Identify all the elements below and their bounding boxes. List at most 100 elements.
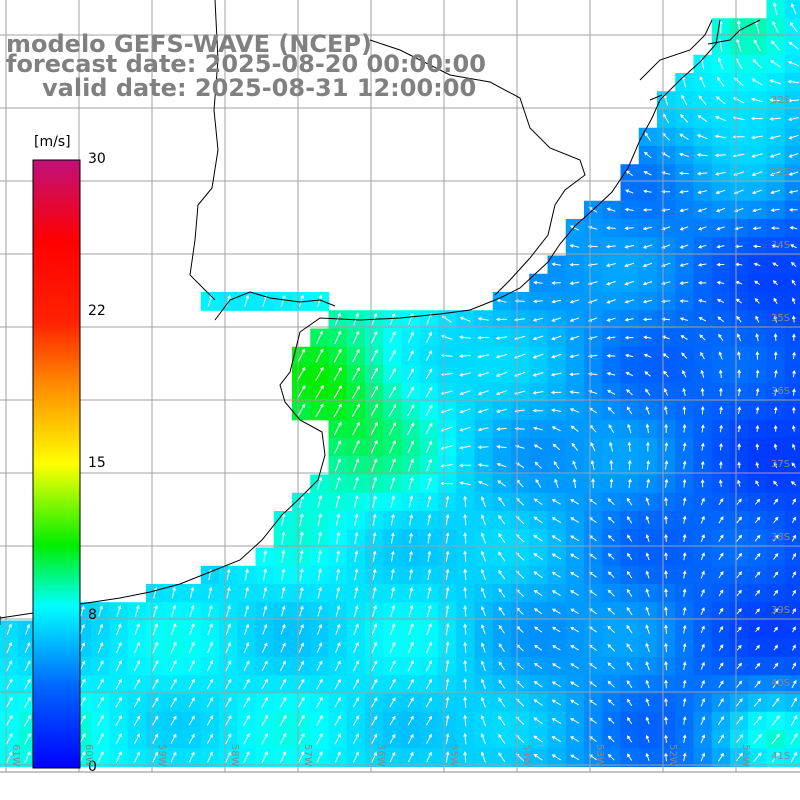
wind-arrow	[682, 460, 687, 470]
wind-arrow	[700, 607, 705, 615]
wind-arrow	[788, 190, 799, 194]
wind-arrow	[170, 678, 177, 690]
wind-arrow	[736, 19, 741, 34]
wind-arrow	[425, 440, 433, 454]
wind-cell	[784, 36, 800, 56]
wind-arrow	[335, 513, 341, 527]
wind-arrow	[388, 385, 396, 399]
wind-arrow	[316, 330, 323, 345]
wind-arrow	[408, 604, 414, 618]
wind-arrow	[679, 317, 689, 321]
brazil-uruguay-border	[369, 39, 586, 296]
wind-arrow	[279, 696, 287, 708]
wind-arrow	[664, 570, 668, 579]
wind-arrow	[752, 58, 762, 69]
wind-arrow	[315, 384, 324, 400]
wind-arrow	[335, 623, 341, 635]
lat-label-40s: 40S	[771, 678, 791, 689]
wind-arrow	[244, 568, 249, 581]
wind-arrow	[680, 335, 688, 341]
wind-arrow	[189, 623, 195, 636]
coastline-la-plata-north	[0, 291, 336, 625]
wind-arrow	[426, 641, 432, 654]
wind-arrow	[792, 333, 796, 341]
wind-arrow	[297, 732, 305, 745]
wind-arrow	[697, 280, 707, 285]
wind-arrow	[755, 387, 760, 396]
wind-arrow	[353, 605, 359, 617]
wind-arrow	[298, 642, 304, 653]
wind-arrow	[334, 733, 341, 745]
wind-arrow	[298, 751, 305, 763]
wind-arrow	[718, 589, 724, 597]
wind-arrow	[773, 626, 778, 633]
wind-arrow	[607, 753, 615, 761]
wind-arrow	[535, 478, 542, 488]
wind-arrow	[296, 384, 306, 400]
wind-arrow	[352, 439, 360, 454]
wind-cell	[784, 638, 800, 658]
wind-arrow	[24, 732, 31, 745]
wind-arrow	[426, 751, 432, 763]
wind-arrow	[459, 390, 471, 396]
wind-arrow	[773, 498, 779, 505]
wind-arrow	[353, 458, 360, 472]
wind-arrow	[317, 476, 323, 490]
wind-arrow	[571, 442, 578, 451]
wind-arrow	[463, 586, 468, 599]
wind-arrow	[736, 498, 742, 505]
wind-arrow	[699, 334, 706, 341]
wind-arrow	[407, 678, 414, 690]
wind-arrow	[682, 624, 687, 634]
wind-arrow	[170, 659, 177, 672]
wind-arrow	[171, 586, 176, 599]
wind-arrow	[664, 405, 668, 415]
wind-arrow	[716, 262, 725, 267]
wind-arrow	[682, 497, 687, 506]
wind-arrow	[715, 207, 726, 213]
wind-arrow	[477, 463, 489, 467]
wind-cell	[784, 492, 800, 512]
wind-arrow	[772, 280, 778, 286]
wind-arrow	[607, 607, 615, 615]
wind-arrow	[790, 714, 798, 727]
wind-arrow	[408, 495, 414, 508]
wind-arrow	[663, 370, 669, 378]
wind-arrow	[626, 698, 633, 707]
wind-arrow	[753, 752, 762, 762]
wind-arrow	[261, 733, 268, 745]
wind-arrow	[754, 680, 761, 688]
wind-arrow	[791, 279, 796, 286]
lon-label-60w: 60W	[83, 744, 94, 767]
wind-arrow	[791, 679, 797, 689]
wind-arrow	[279, 678, 287, 690]
wind-arrow	[225, 660, 232, 672]
wind-arrow	[532, 335, 544, 341]
wind-arrow	[317, 513, 322, 527]
wind-arrow	[626, 406, 633, 415]
wind-arrow	[645, 606, 650, 616]
wind-arrow	[409, 513, 414, 526]
wind-arrow	[569, 408, 580, 413]
wind-arrow	[317, 549, 322, 563]
wind-arrow	[700, 552, 705, 561]
wind-arrow	[297, 714, 305, 727]
lon-label-59w: 59W	[156, 744, 167, 767]
wind-arrow	[244, 294, 250, 307]
wind-cell	[784, 54, 800, 74]
wind-arrow	[407, 404, 415, 417]
wind-arrow	[427, 495, 432, 508]
wind-arrow	[770, 189, 781, 194]
wind-arrow	[682, 661, 687, 671]
wind-arrow	[298, 660, 305, 672]
wind-arrow	[244, 605, 249, 617]
wind-arrow	[788, 153, 799, 158]
wind-arrow	[317, 586, 322, 599]
wind-arrow	[498, 588, 506, 598]
lat-lon-grid	[0, 0, 800, 773]
wind-arrow	[624, 299, 634, 304]
wind-arrow	[481, 605, 486, 617]
wind-arrow	[463, 532, 468, 544]
wind-arrow	[701, 424, 705, 433]
wind-arrow	[262, 586, 268, 599]
